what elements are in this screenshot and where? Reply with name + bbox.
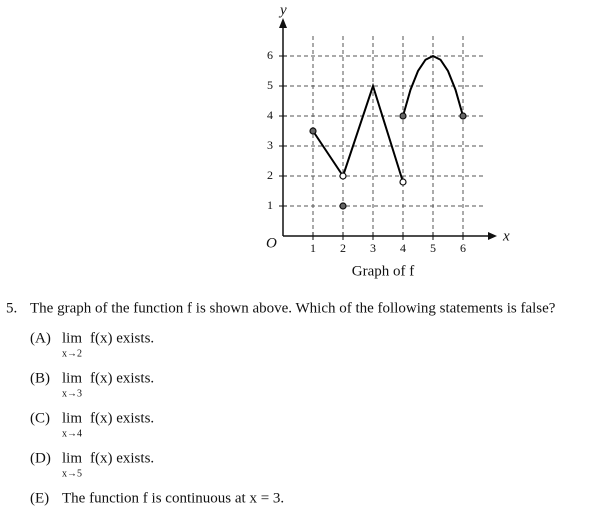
choice-text: f(x) exists.	[90, 370, 154, 386]
choice-letter: (E)	[30, 490, 49, 506]
x-tick-label: 6	[460, 241, 466, 255]
open-point	[339, 172, 347, 180]
y-tick-label: 2	[267, 168, 273, 182]
caption: Graph of f	[352, 263, 414, 279]
x-tick-label: 5	[430, 241, 436, 255]
choice-text: The function f is continuous at x = 3.	[62, 490, 284, 506]
limit-subscript: x→4	[62, 428, 82, 439]
question-text: The graph of the function f is shown abo…	[30, 300, 556, 316]
question-number: 5.	[6, 300, 17, 316]
choice-text: f(x) exists.	[90, 330, 154, 346]
limit-subscript: x→2	[62, 348, 82, 359]
choice-letter: (A)	[30, 330, 51, 346]
limit: lim	[62, 330, 82, 346]
y-tick-label: 4	[267, 108, 273, 122]
y-arrow	[279, 18, 287, 28]
y-tick-label: 5	[267, 78, 273, 92]
x-tick-label: 1	[310, 241, 316, 255]
x-tick-label: 4	[400, 241, 406, 255]
y-tick-label: 6	[267, 48, 273, 62]
y-tick-label: 1	[267, 198, 273, 212]
limit: lim	[62, 410, 82, 426]
origin-label: O	[266, 235, 277, 251]
limit: lim	[62, 450, 82, 466]
y-tick-label: 3	[267, 138, 273, 152]
choice-text: f(x) exists.	[90, 410, 154, 426]
x-arrow	[488, 232, 497, 240]
choice-letter: (D)	[30, 450, 51, 466]
x-tick-label: 2	[340, 241, 346, 255]
y-label: y	[278, 2, 287, 18]
closed-point	[309, 127, 317, 135]
limit-subscript: x→3	[62, 388, 82, 399]
x-label: x	[502, 228, 510, 244]
function-line	[312, 54, 464, 183]
choice-letter: (C)	[30, 410, 50, 426]
closed-point	[339, 202, 347, 210]
closed-point	[459, 112, 467, 120]
open-point	[399, 178, 407, 186]
choice-text: f(x) exists.	[90, 450, 154, 466]
limit: lim	[62, 370, 82, 386]
closed-point	[399, 112, 407, 120]
x-tick-label: 3	[370, 241, 376, 255]
choice-letter: (B)	[30, 370, 50, 386]
limit-subscript: x→5	[62, 468, 82, 479]
question: 5. The graph of the function f is shown …	[6, 300, 556, 316]
